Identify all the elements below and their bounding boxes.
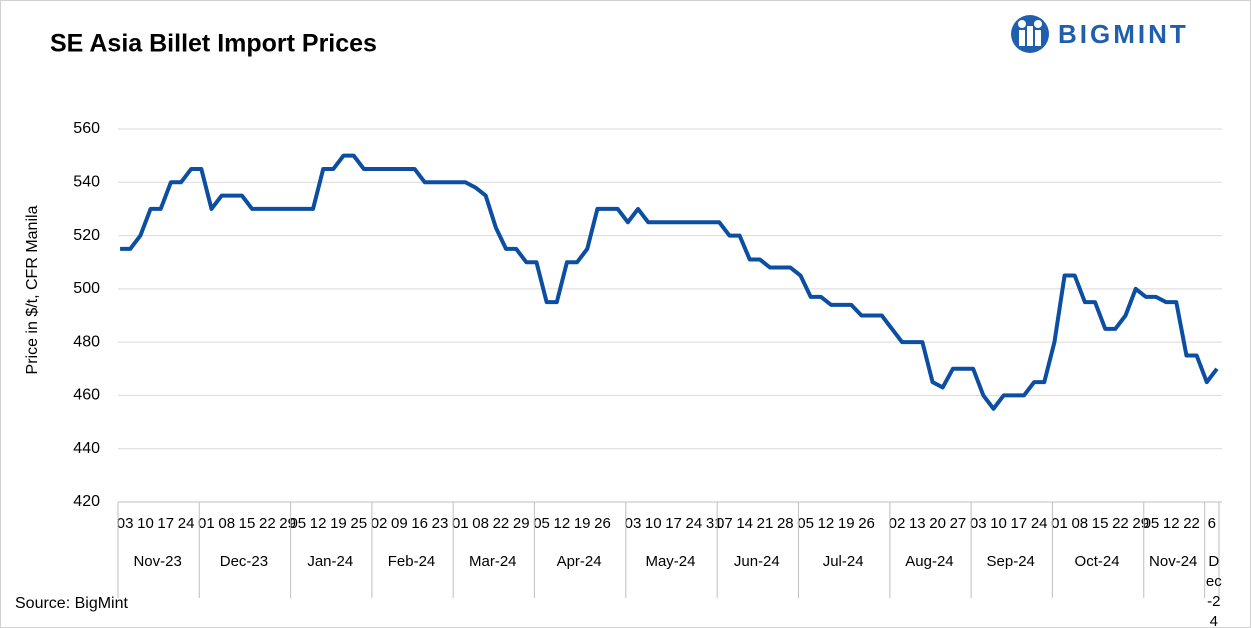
x-tick-label: 19	[330, 515, 347, 532]
month-label: Nov-24	[1149, 553, 1198, 570]
y-axis-title: Price in $/t, CFR Manila	[24, 205, 41, 374]
x-tick-label: 15	[1092, 515, 1109, 532]
x-tick-label: 23	[432, 515, 449, 532]
month-label: Aug-24	[905, 553, 954, 570]
x-tick-label: 02	[889, 515, 906, 532]
x-tick-label: 10	[137, 515, 154, 532]
x-tick-label: 22	[1112, 515, 1129, 532]
x-tick-label: 15	[239, 515, 256, 532]
x-tick-label: 01	[452, 515, 469, 532]
logo	[1011, 15, 1049, 53]
month-label: Jan-24	[307, 553, 354, 570]
y-tick-label: 440	[73, 440, 100, 457]
x-tick-label: 22	[259, 515, 276, 532]
month-label: May-24	[645, 553, 696, 570]
x-tick-label: 02	[371, 515, 388, 532]
x-tick-label: 24	[1031, 515, 1048, 532]
x-tick-label: 25	[350, 515, 367, 532]
month-label: Apr-24	[556, 553, 602, 570]
chart-title: SE Asia Billet Import Prices	[50, 30, 377, 58]
month-label: Oct-24	[1074, 553, 1120, 570]
x-tick-label: 08	[472, 515, 489, 532]
x-tick-label: 19	[838, 515, 855, 532]
month-label: Jul-24	[822, 553, 864, 570]
x-tick-label: 05	[797, 515, 814, 532]
x-tick-label: 17	[665, 515, 682, 532]
x-tick-label: 22	[493, 515, 510, 532]
month-label: Feb-24	[387, 553, 436, 570]
y-tick-label: 560	[73, 120, 100, 137]
x-tick-label: 24	[178, 515, 195, 532]
x-tick-label: 05	[533, 515, 550, 532]
x-tick-label: 19	[574, 515, 591, 532]
x-tick-label: 17	[157, 515, 174, 532]
x-tick-label: 26	[594, 515, 611, 532]
y-tick-label: 460	[73, 387, 100, 404]
x-tick-label: 07	[716, 515, 733, 532]
x-tick-label: 13	[909, 515, 926, 532]
x-tick-label: 27	[950, 515, 967, 532]
x-tick-label: 16	[411, 515, 428, 532]
x-tick-label: 03	[117, 515, 134, 532]
x-tick-label: 05	[289, 515, 306, 532]
brand: BIGMINT	[1058, 19, 1189, 49]
x-tick-label: 09	[391, 515, 408, 532]
x-tick-label: 12	[554, 515, 571, 532]
x-tick-label: 28	[777, 515, 794, 532]
x-tick-label: 26	[858, 515, 875, 532]
month-label: Jun-24	[733, 553, 780, 570]
y-tick-label: 540	[73, 174, 100, 191]
x-tick-label: 6	[1208, 515, 1216, 532]
x-tick-label: 01	[1051, 515, 1068, 532]
y-tick-label: 500	[73, 280, 100, 297]
x-tick-label: 21	[757, 515, 774, 532]
x-tick-label: 12	[310, 515, 327, 532]
month-label: Dec-24	[1205, 553, 1222, 628]
x-tick-label: 08	[1071, 515, 1088, 532]
x-tick-label: 29	[513, 515, 530, 532]
y-tick-label: 420	[73, 493, 100, 510]
month-label: Dec-23	[219, 553, 269, 570]
x-tick-label: 01	[198, 515, 215, 532]
month-label: Nov-23	[133, 553, 182, 570]
month-label: Sep-24	[986, 553, 1035, 570]
line-series	[120, 153, 1219, 411]
x-tick-label: 29	[1132, 515, 1149, 532]
x-tick-label: 03	[970, 515, 987, 532]
x-tick-label: 22	[1183, 515, 1200, 532]
x-tick-label: 08	[218, 515, 235, 532]
x-tick-label: 31	[706, 515, 723, 532]
x-tick-label: 10	[645, 515, 662, 532]
x-tick-label: 10	[990, 515, 1007, 532]
x-tick-label: 03	[625, 515, 642, 532]
x-tick-label: 17	[1011, 515, 1028, 532]
source: Source: BigMint	[15, 595, 128, 612]
x-tick-label: 14	[736, 515, 753, 532]
x-tick-label: 12	[1163, 515, 1180, 532]
x-tick-label: 24	[686, 515, 703, 532]
x-tick-label: 29	[279, 515, 296, 532]
y-tick-label: 480	[73, 333, 100, 350]
x-tick-label: 05	[1143, 515, 1160, 532]
x-tick-label: 20	[929, 515, 946, 532]
month-label: Mar-24	[469, 553, 517, 570]
y-tick-label: 520	[73, 227, 100, 244]
x-tick-label: 12	[818, 515, 835, 532]
